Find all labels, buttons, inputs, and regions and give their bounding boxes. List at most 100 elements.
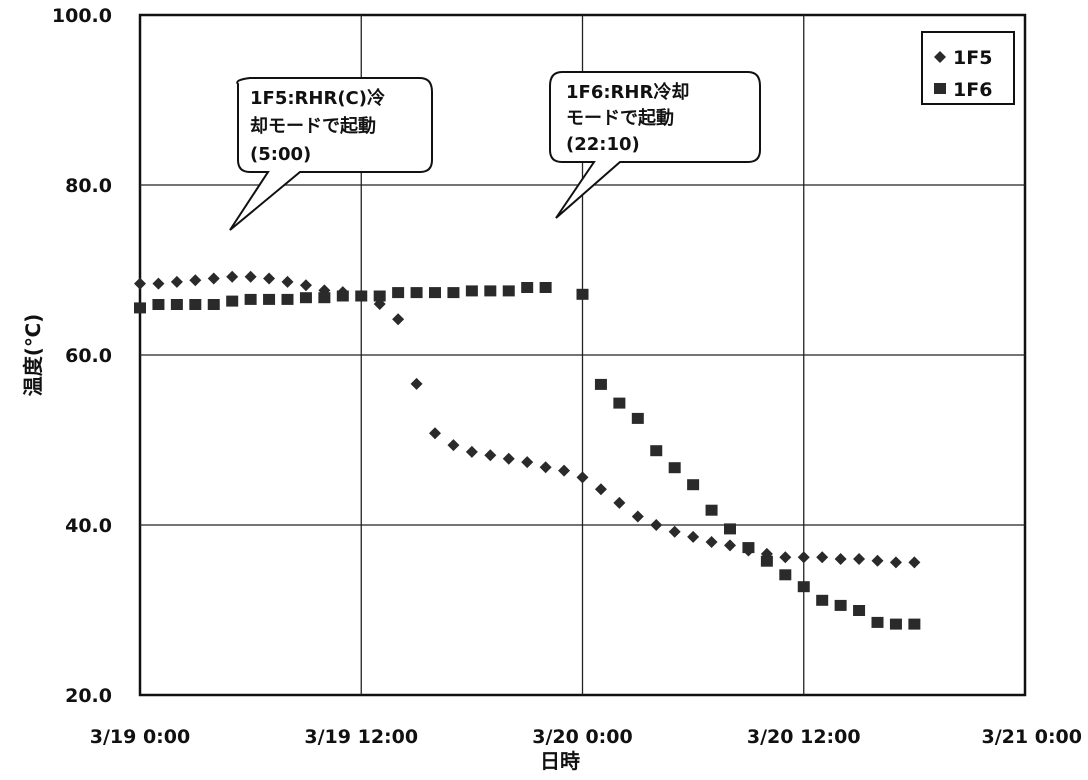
data-point-1f6 — [631, 412, 644, 424]
data-point-1f6 — [336, 290, 349, 302]
legend-label-1f6: 1F6 — [953, 79, 992, 101]
data-point-1f6 — [816, 594, 829, 606]
data-point-1f5 — [558, 464, 571, 477]
data-point-1f6 — [779, 569, 792, 581]
data-point-1f5 — [576, 471, 589, 484]
data-point-1f6 — [244, 293, 257, 305]
data-point-1f5 — [871, 554, 884, 567]
data-point-1f6 — [226, 295, 239, 307]
data-point-1f6 — [650, 445, 663, 457]
y-tick-label: 60.0 — [65, 345, 112, 367]
data-point-1f5 — [226, 270, 239, 283]
data-point-1f6 — [889, 618, 902, 630]
legend-label-1f5: 1F5 — [953, 47, 992, 69]
data-point-1f6 — [429, 287, 441, 299]
data-point-1f5 — [631, 510, 644, 523]
y-tick-labels: 20.0 40.0 60.0 80.0 100.0 — [52, 5, 112, 707]
data-point-1f5 — [539, 461, 552, 474]
data-point-1f5 — [152, 277, 165, 290]
data-point-1f5 — [263, 272, 276, 285]
annotation-1f6-line-1: 1F6:RHR冷却 — [566, 81, 689, 103]
data-point-1f6 — [594, 378, 607, 390]
legend-square-icon — [934, 83, 946, 94]
data-point-1f5 — [502, 452, 515, 465]
data-point-1f6 — [447, 287, 460, 299]
data-point-1f6 — [668, 462, 681, 474]
data-point-1f6 — [539, 282, 552, 293]
y-axis-title: 温度(℃) — [21, 314, 45, 397]
data-point-1f6 — [189, 299, 202, 310]
series-1f6 — [134, 282, 921, 630]
y-tick-label: 100.0 — [52, 5, 112, 27]
data-point-1f5 — [705, 536, 718, 548]
y-tick-label: 80.0 — [65, 175, 112, 197]
x-tick-label: 3/19 12:00 — [304, 726, 418, 748]
data-point-1f6 — [760, 555, 773, 567]
data-point-1f6 — [170, 299, 183, 310]
data-point-1f5 — [853, 553, 866, 565]
annotation-1f6-callout: 1F6:RHR冷却 モードで起動 (22:10) — [549, 71, 761, 219]
data-point-1f6 — [318, 292, 331, 304]
series-1f5 — [134, 270, 921, 569]
x-tick-label: 3/19 0:00 — [90, 726, 190, 748]
data-point-1f6 — [705, 504, 718, 516]
data-point-1f6 — [410, 287, 423, 299]
data-point-1f6 — [521, 282, 534, 293]
data-point-1f6 — [853, 605, 866, 616]
data-series — [134, 270, 921, 630]
data-point-1f5 — [521, 456, 534, 469]
data-point-1f5 — [189, 274, 202, 287]
x-tick-label: 3/20 12:00 — [747, 726, 861, 748]
data-point-1f6 — [576, 288, 589, 300]
data-point-1f5 — [889, 556, 902, 569]
data-point-1f5 — [410, 377, 423, 390]
data-point-1f5 — [779, 551, 792, 564]
annotation-1f5-line-1: 1F5:RHR(C)冷 — [250, 87, 385, 109]
data-point-1f6 — [152, 299, 165, 310]
data-point-1f6 — [392, 287, 405, 299]
data-point-1f6 — [263, 293, 276, 305]
data-point-1f6 — [373, 290, 386, 302]
y-tick-label: 20.0 — [65, 685, 112, 707]
data-point-1f5 — [447, 439, 460, 452]
data-point-1f5 — [613, 496, 626, 509]
data-point-1f6 — [355, 290, 368, 302]
data-point-1f5 — [908, 556, 921, 569]
annotation-1f6-line-2: モードで起動 — [566, 107, 674, 129]
data-point-1f6 — [134, 302, 146, 314]
data-point-1f6 — [299, 292, 312, 304]
data-point-1f5 — [650, 519, 663, 531]
data-point-1f5 — [484, 449, 497, 462]
data-point-1f5 — [281, 275, 294, 288]
data-point-1f6 — [871, 616, 884, 628]
data-point-1f5 — [797, 551, 810, 564]
data-point-1f6 — [502, 285, 515, 297]
data-point-1f5 — [594, 483, 607, 496]
data-point-1f5 — [170, 275, 183, 288]
data-point-1f6 — [207, 299, 220, 310]
data-point-1f5 — [668, 525, 681, 538]
data-point-1f5 — [834, 553, 847, 565]
data-point-1f6 — [281, 293, 294, 305]
annotation-1f6-line-3: (22:10) — [566, 134, 640, 155]
data-point-1f5 — [244, 270, 257, 283]
data-point-1f6 — [797, 581, 810, 593]
annotation-1f5-callout: 1F5:RHR(C)冷 却モードで起動 (5:00) — [229, 77, 433, 231]
annotation-1f5-line-3: (5:00) — [250, 144, 311, 165]
data-point-1f5 — [465, 445, 478, 458]
x-tick-label: 3/21 0:00 — [982, 726, 1082, 748]
data-point-1f5 — [392, 313, 405, 326]
data-point-1f6 — [908, 618, 921, 630]
data-point-1f5 — [687, 530, 700, 543]
data-point-1f5 — [134, 277, 146, 290]
data-point-1f6 — [687, 479, 700, 491]
x-tick-labels: 3/19 0:00 3/19 12:00 3/20 0:00 3/20 12:00 3/… — [90, 726, 1082, 748]
y-tick-label: 40.0 — [65, 515, 112, 537]
x-tick-label: 3/20 0:00 — [532, 726, 632, 748]
data-point-1f5 — [724, 539, 736, 552]
data-point-1f5 — [299, 279, 312, 292]
data-point-1f6 — [724, 523, 736, 535]
data-point-1f5 — [207, 272, 220, 285]
legend: 1F5 1F6 — [921, 31, 1015, 105]
